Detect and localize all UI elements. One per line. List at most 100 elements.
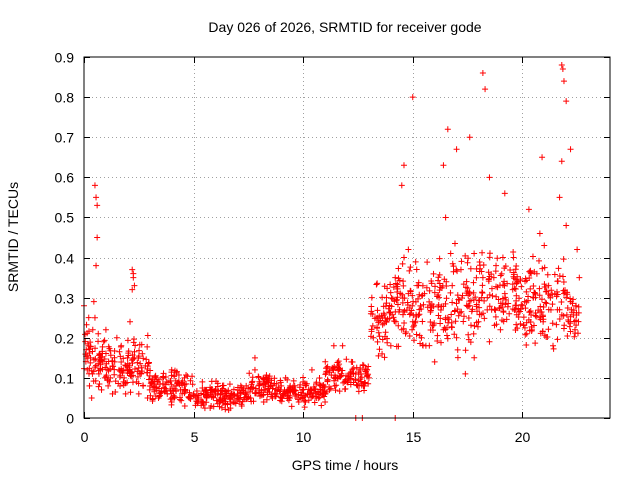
data-point (407, 264, 414, 271)
data-point (567, 146, 574, 153)
data-point (503, 316, 510, 323)
data-point (113, 334, 120, 341)
data-point (394, 294, 401, 301)
data-point (413, 331, 420, 338)
data-point (87, 339, 94, 346)
data-point (392, 274, 399, 281)
data-point (189, 373, 196, 380)
data-point (337, 373, 344, 380)
data-point (344, 378, 350, 385)
data-point (227, 396, 234, 403)
data-point (358, 374, 365, 381)
data-point (555, 265, 562, 272)
data-point (300, 378, 307, 385)
data-point (510, 254, 517, 261)
data-point (495, 296, 502, 303)
data-point (83, 321, 90, 328)
data-point (563, 294, 570, 301)
data-point (315, 388, 322, 395)
data-point (440, 326, 447, 333)
data-point (164, 390, 171, 397)
data-point (250, 398, 257, 405)
data-point (453, 334, 460, 341)
data-point (396, 277, 403, 284)
data-point (573, 312, 580, 319)
data-point (174, 380, 181, 387)
data-point (217, 390, 224, 397)
data-point (474, 308, 481, 315)
data-point (542, 299, 549, 306)
data-point (449, 299, 456, 306)
data-point (322, 358, 329, 365)
data-point (288, 403, 295, 410)
data-point (564, 333, 571, 340)
data-point (499, 304, 506, 311)
data-point (248, 381, 255, 388)
data-point (86, 382, 93, 389)
data-point (137, 360, 144, 367)
data-point (85, 314, 92, 321)
data-point (440, 303, 447, 310)
data-point (409, 326, 416, 333)
data-point (243, 382, 250, 389)
data-point (153, 387, 160, 394)
data-point (265, 378, 272, 385)
data-point (131, 282, 138, 289)
data-point (489, 292, 496, 299)
data-point (85, 342, 92, 349)
data-point (394, 288, 401, 295)
data-point (256, 393, 263, 400)
data-point (382, 329, 389, 336)
data-point (129, 286, 136, 293)
data-point (431, 289, 438, 296)
data-point (528, 311, 535, 318)
data-point (542, 283, 549, 290)
data-point (454, 306, 461, 313)
data-point (84, 366, 91, 373)
data-point (536, 285, 543, 292)
y-tick-label: 0.5 (55, 210, 75, 226)
data-point (260, 381, 267, 388)
data-point (441, 276, 448, 283)
data-point (95, 360, 102, 367)
data-point (571, 326, 578, 333)
data-point (89, 326, 96, 333)
data-point (304, 390, 311, 397)
data-point (428, 280, 435, 287)
data-point (103, 373, 110, 380)
data-point (109, 390, 116, 397)
data-point (409, 292, 416, 299)
data-point (560, 325, 567, 332)
data-point (397, 290, 404, 297)
data-point (210, 403, 217, 410)
data-point (536, 292, 543, 299)
data-point (376, 346, 383, 353)
data-point (135, 390, 142, 397)
data-point (473, 303, 480, 310)
data-point (92, 345, 99, 352)
data-point (453, 146, 460, 153)
data-point (375, 352, 382, 359)
data-point (370, 334, 377, 341)
data-point (536, 314, 543, 321)
data-point (545, 282, 552, 289)
data-point (556, 316, 563, 323)
data-point (539, 154, 546, 161)
data-point (301, 404, 308, 411)
data-point (445, 319, 452, 326)
data-point (296, 384, 303, 391)
data-point (413, 266, 420, 273)
data-point (476, 304, 483, 311)
data-point (400, 162, 407, 169)
y-tick-label: 0.6 (55, 170, 75, 186)
data-point (167, 396, 174, 403)
data-point (481, 315, 488, 322)
data-point (130, 355, 137, 362)
data-point (111, 348, 118, 355)
data-point (278, 382, 285, 389)
data-point (369, 311, 376, 318)
data-point (518, 283, 525, 290)
data-point (107, 374, 114, 381)
data-point (92, 377, 99, 384)
data-point (387, 281, 394, 288)
